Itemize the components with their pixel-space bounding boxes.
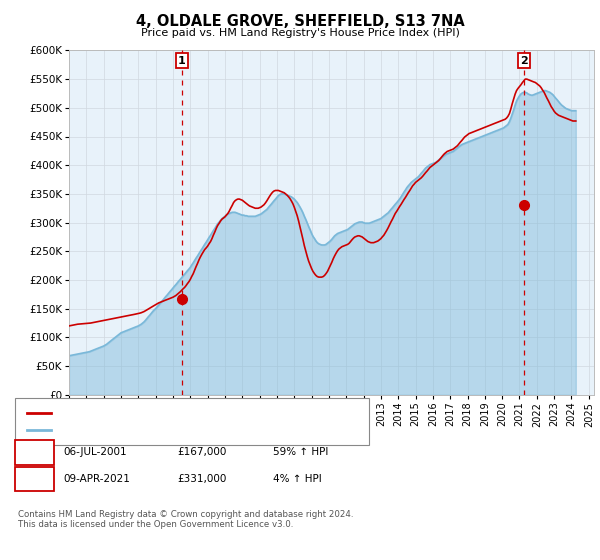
Text: 2: 2 <box>31 474 38 484</box>
Text: 1: 1 <box>31 447 38 458</box>
Text: 4% ↑ HPI: 4% ↑ HPI <box>273 474 322 484</box>
Text: 4, OLDALE GROVE, SHEFFIELD, S13 7NA (detached house): 4, OLDALE GROVE, SHEFFIELD, S13 7NA (det… <box>55 408 341 418</box>
Text: 2: 2 <box>520 55 528 66</box>
Text: 1: 1 <box>178 55 185 66</box>
Text: 59% ↑ HPI: 59% ↑ HPI <box>273 447 328 458</box>
Text: 09-APR-2021: 09-APR-2021 <box>63 474 130 484</box>
Text: £331,000: £331,000 <box>177 474 226 484</box>
Text: HPI: Average price, detached house, Sheffield: HPI: Average price, detached house, Shef… <box>55 424 279 435</box>
Text: 4, OLDALE GROVE, SHEFFIELD, S13 7NA: 4, OLDALE GROVE, SHEFFIELD, S13 7NA <box>136 14 464 29</box>
Text: Price paid vs. HM Land Registry's House Price Index (HPI): Price paid vs. HM Land Registry's House … <box>140 28 460 38</box>
Text: Contains HM Land Registry data © Crown copyright and database right 2024.
This d: Contains HM Land Registry data © Crown c… <box>18 510 353 529</box>
Text: 06-JUL-2001: 06-JUL-2001 <box>63 447 127 458</box>
Text: £167,000: £167,000 <box>177 447 226 458</box>
